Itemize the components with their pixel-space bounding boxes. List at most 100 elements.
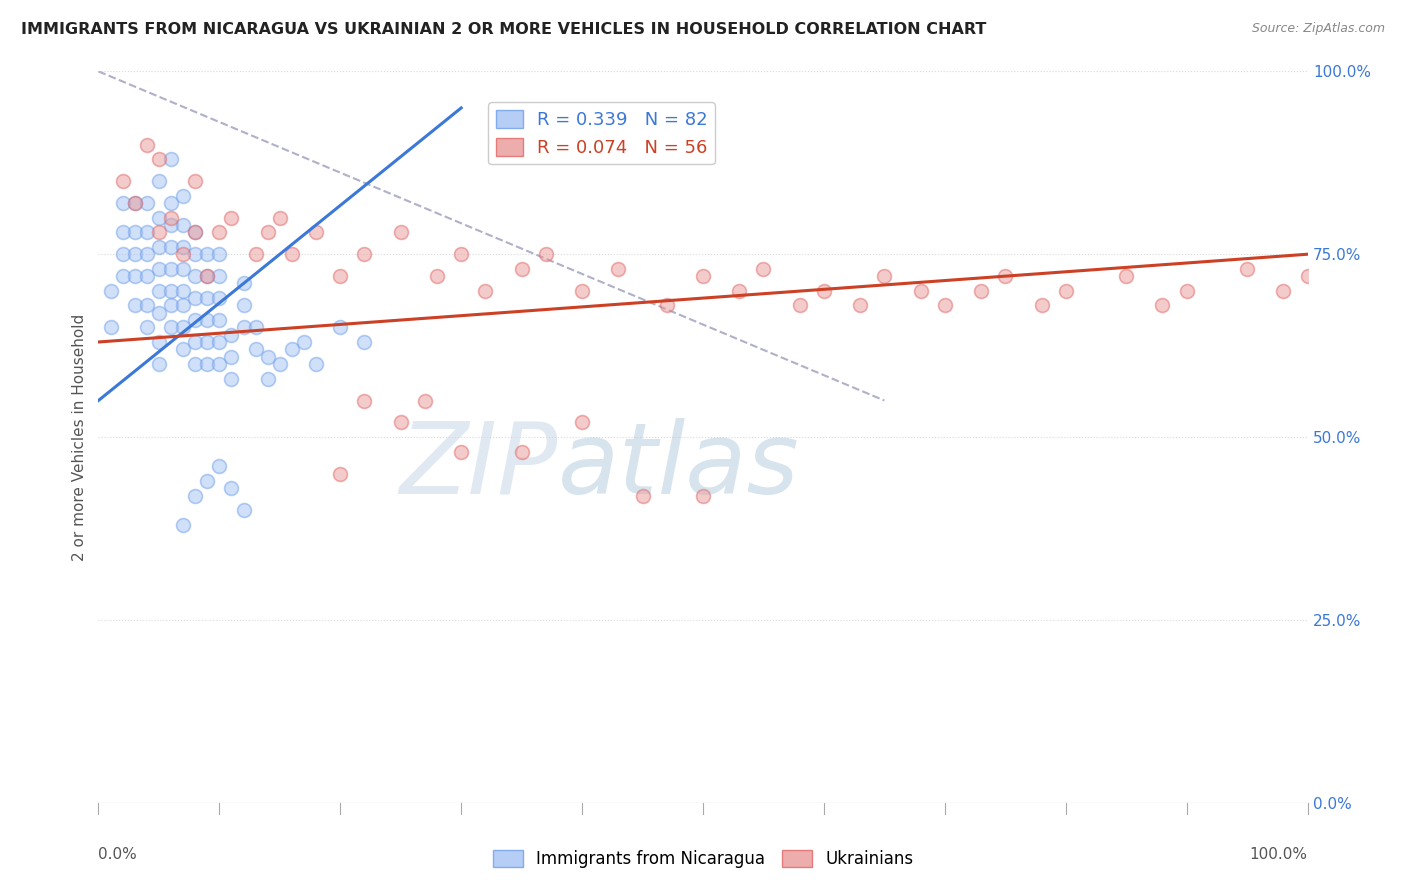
Point xyxy=(389,225,412,239)
Point xyxy=(292,334,315,349)
Point xyxy=(148,240,170,254)
Point xyxy=(135,137,157,152)
Point xyxy=(1115,269,1137,284)
Point xyxy=(160,284,183,298)
Point xyxy=(534,247,557,261)
Point xyxy=(195,334,218,349)
Text: atlas: atlas xyxy=(558,417,800,515)
Point xyxy=(195,474,218,488)
Point xyxy=(111,196,134,211)
Point xyxy=(184,334,207,349)
Point xyxy=(172,247,194,261)
Point xyxy=(172,240,194,254)
Point xyxy=(172,343,194,357)
Point xyxy=(426,269,449,284)
Point xyxy=(172,298,194,312)
Point xyxy=(172,188,194,202)
Point xyxy=(172,284,194,298)
Point xyxy=(571,416,593,430)
Point xyxy=(195,247,218,261)
Point xyxy=(692,269,714,284)
Legend: R = 0.339   N = 82, R = 0.074   N = 56: R = 0.339 N = 82, R = 0.074 N = 56 xyxy=(488,103,714,164)
Point xyxy=(135,196,157,211)
Point xyxy=(160,152,183,166)
Point xyxy=(100,284,122,298)
Point xyxy=(124,196,146,211)
Point xyxy=(910,284,932,298)
Point xyxy=(450,444,472,458)
Point xyxy=(184,225,207,239)
Point xyxy=(135,320,157,334)
Point xyxy=(221,371,243,385)
Point xyxy=(135,269,157,284)
Point xyxy=(752,261,775,276)
Point xyxy=(195,291,218,305)
Text: IMMIGRANTS FROM NICARAGUA VS UKRAINIAN 2 OR MORE VEHICLES IN HOUSEHOLD CORRELATI: IMMIGRANTS FROM NICARAGUA VS UKRAINIAN 2… xyxy=(21,22,987,37)
Point xyxy=(184,291,207,305)
Point xyxy=(160,211,183,225)
Point xyxy=(256,371,278,385)
Point xyxy=(873,269,896,284)
Point xyxy=(148,284,170,298)
Point xyxy=(184,313,207,327)
Point xyxy=(208,291,231,305)
Point xyxy=(994,269,1017,284)
Point xyxy=(607,261,630,276)
Point xyxy=(160,298,183,312)
Point xyxy=(160,320,183,334)
Point xyxy=(124,269,146,284)
Point xyxy=(184,489,207,503)
Point xyxy=(208,247,231,261)
Point xyxy=(571,284,593,298)
Point xyxy=(195,313,218,327)
Point xyxy=(160,196,183,211)
Point xyxy=(148,152,170,166)
Point xyxy=(413,393,436,408)
Point xyxy=(100,320,122,334)
Point xyxy=(970,284,993,298)
Point xyxy=(353,393,375,408)
Point xyxy=(269,211,291,225)
Point xyxy=(1031,298,1053,312)
Point xyxy=(232,503,254,517)
Point xyxy=(849,298,872,312)
Point xyxy=(256,225,278,239)
Point xyxy=(281,247,304,261)
Point xyxy=(281,343,304,357)
Point xyxy=(329,320,352,334)
Point xyxy=(934,298,956,312)
Point xyxy=(1272,284,1295,298)
Point xyxy=(329,269,352,284)
Point xyxy=(124,298,146,312)
Y-axis label: 2 or more Vehicles in Household: 2 or more Vehicles in Household xyxy=(72,313,87,561)
Point xyxy=(172,261,194,276)
Point xyxy=(655,298,678,312)
Point xyxy=(111,269,134,284)
Point xyxy=(148,225,170,239)
Point xyxy=(450,247,472,261)
Point xyxy=(148,357,170,371)
Point xyxy=(305,225,328,239)
Point xyxy=(245,343,267,357)
Point xyxy=(195,269,218,284)
Point xyxy=(353,247,375,261)
Point xyxy=(124,225,146,239)
Point xyxy=(184,174,207,188)
Point xyxy=(305,357,328,371)
Point xyxy=(111,225,134,239)
Point xyxy=(221,327,243,342)
Legend: Immigrants from Nicaragua, Ukrainians: Immigrants from Nicaragua, Ukrainians xyxy=(486,843,920,875)
Point xyxy=(160,240,183,254)
Point xyxy=(135,247,157,261)
Point xyxy=(728,284,751,298)
Point xyxy=(256,350,278,364)
Point xyxy=(353,334,375,349)
Point xyxy=(232,277,254,291)
Point xyxy=(195,269,218,284)
Point xyxy=(195,357,218,371)
Point xyxy=(208,269,231,284)
Point xyxy=(111,174,134,188)
Point xyxy=(135,298,157,312)
Point xyxy=(232,298,254,312)
Point xyxy=(160,218,183,232)
